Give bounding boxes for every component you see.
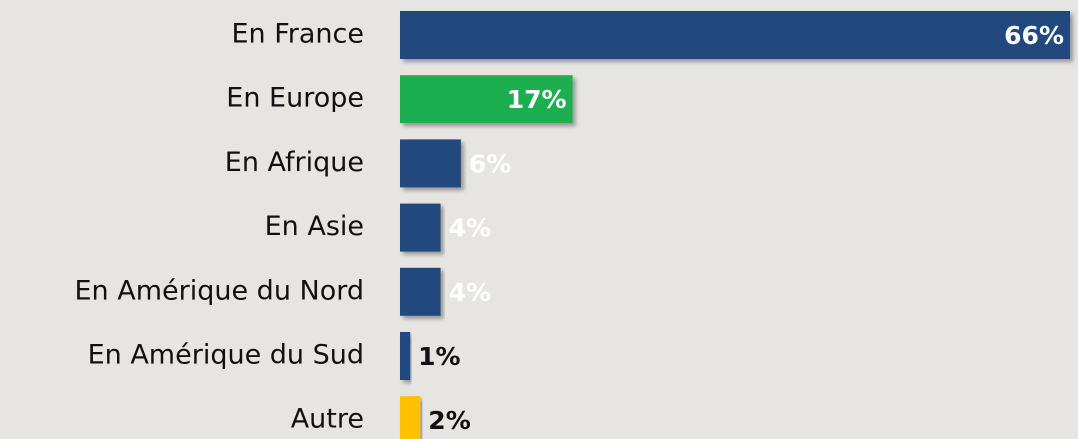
category-label: En Amérique du Sud	[88, 340, 364, 371]
category-label: Autre	[291, 404, 364, 435]
bar	[400, 332, 411, 380]
value-label: 2%	[428, 406, 470, 435]
category-label: En Afrique	[225, 147, 364, 178]
bar	[400, 396, 421, 439]
bar	[400, 75, 573, 124]
bar	[400, 11, 1070, 59]
category-label: En Europe	[226, 83, 364, 114]
value-label: 17%	[507, 85, 567, 114]
category-label: En Amérique du Nord	[75, 275, 365, 306]
value-label: 6%	[469, 149, 511, 178]
value-label: 4%	[449, 214, 491, 243]
value-label: 4%	[449, 278, 491, 307]
category-label: En France	[231, 19, 364, 50]
value-label: 66%	[1004, 21, 1064, 50]
category-label: En Asie	[265, 211, 364, 242]
value-label: 1%	[418, 342, 460, 371]
bar	[400, 267, 441, 316]
bar	[400, 203, 441, 252]
bar	[400, 139, 461, 188]
